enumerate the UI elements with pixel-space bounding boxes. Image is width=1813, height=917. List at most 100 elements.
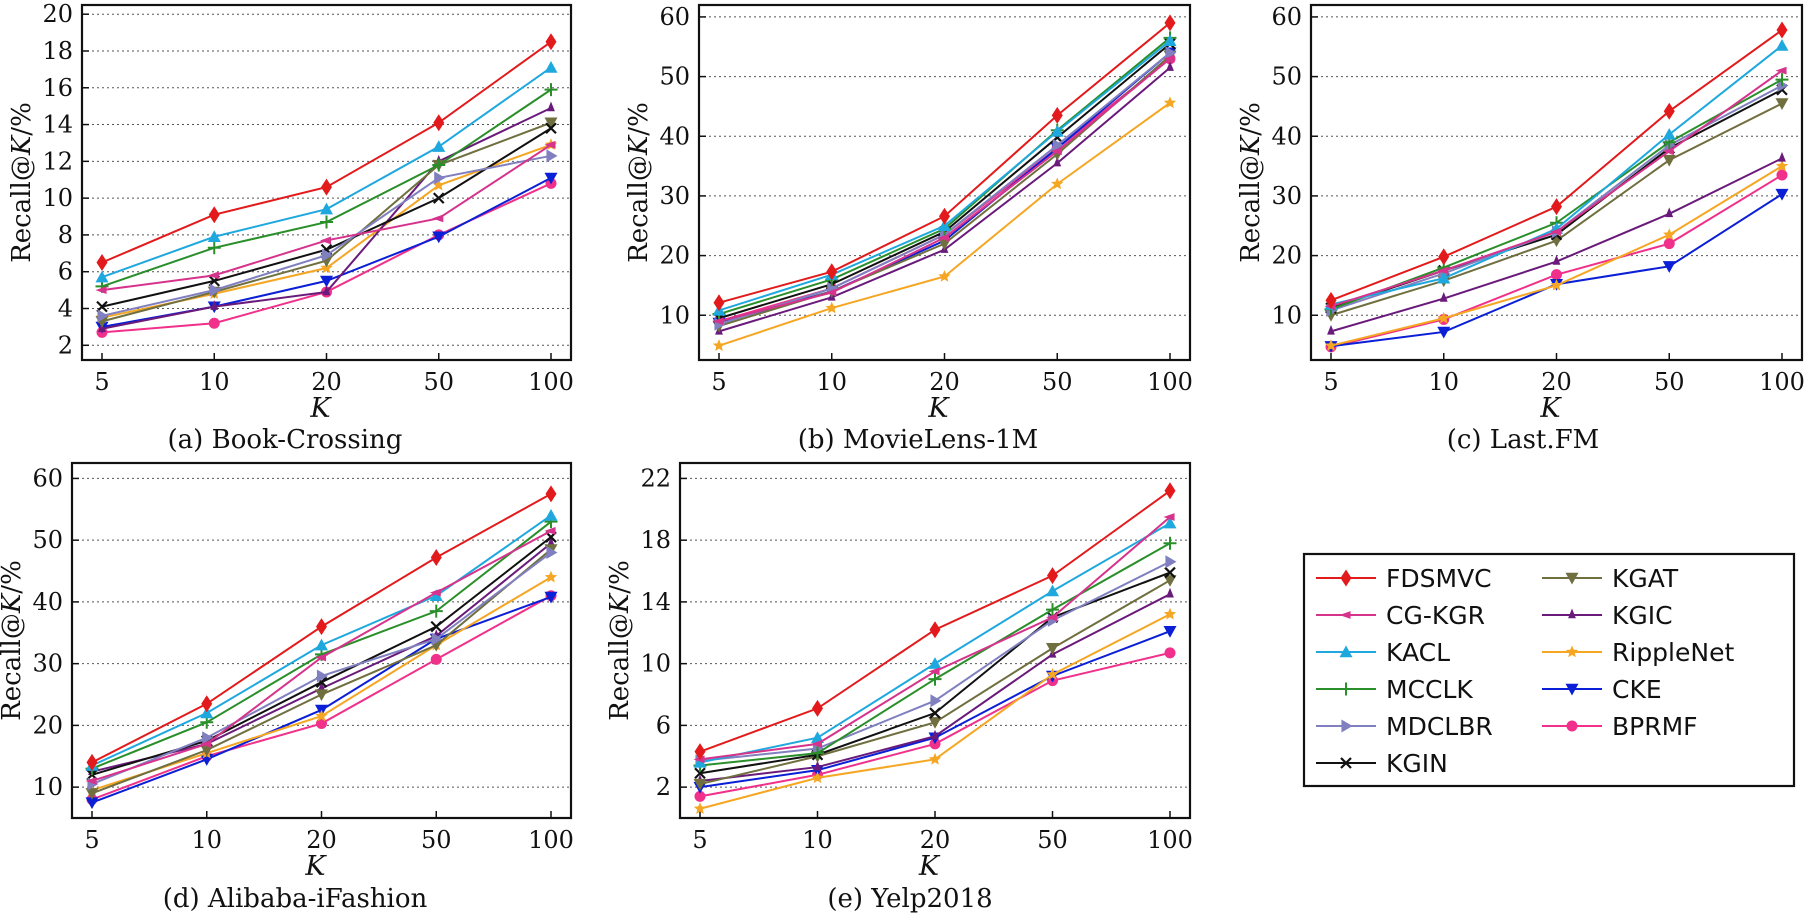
series-ripplenet <box>693 607 1177 814</box>
data-point <box>316 618 327 636</box>
x-tick-label: 5 <box>84 826 99 854</box>
legend-marker <box>1565 683 1579 696</box>
y-tick-label: 22 <box>640 464 671 492</box>
legend-item: CKE <box>1542 675 1662 704</box>
y-tick-label: 20 <box>659 242 690 270</box>
y-tick-label: 18 <box>42 37 73 65</box>
legend-item: FDSMVC <box>1316 564 1492 593</box>
data-point <box>1550 278 1563 291</box>
data-point <box>1776 21 1788 39</box>
legend-item: KGIC <box>1542 601 1673 630</box>
data-point <box>929 707 941 719</box>
data-point <box>929 621 941 639</box>
chart-caption: (b) MovieLens-1M <box>798 425 1039 455</box>
data-point <box>432 192 445 204</box>
data-point <box>200 740 212 748</box>
x-tick-label: 5 <box>94 368 109 396</box>
data-point <box>1046 667 1059 680</box>
y-tick-label: 18 <box>640 526 671 554</box>
legend-marker <box>1339 645 1353 658</box>
chart-panel: 2 6 10 14 18 22 5 10 20 50 100 K Recall@K/% (e) Yelp2… <box>605 461 1193 914</box>
data-point <box>1163 607 1177 620</box>
data-point <box>209 283 221 297</box>
data-point <box>1164 14 1176 32</box>
data-point <box>316 669 328 683</box>
y-tick-label: 16 <box>42 74 73 102</box>
data-point <box>1551 198 1562 216</box>
data-point <box>928 667 940 676</box>
data-point <box>1665 207 1674 218</box>
data-point <box>544 172 558 185</box>
series-cg-kgr <box>85 527 556 785</box>
data-point <box>544 570 558 583</box>
x-tick-label: 10 <box>191 826 222 854</box>
data-point <box>1775 66 1787 75</box>
data-point <box>1051 106 1063 124</box>
data-point <box>429 604 443 618</box>
series-line <box>91 551 552 785</box>
data-point <box>1775 98 1789 110</box>
series-ripplenet <box>1324 159 1789 351</box>
data-point <box>322 285 331 296</box>
data-point <box>1166 587 1174 598</box>
data-point <box>320 275 333 288</box>
data-point <box>432 140 446 152</box>
series-kacl <box>95 61 558 283</box>
data-point <box>200 706 214 719</box>
legend-item: KGAT <box>1542 564 1679 593</box>
legend-item: MCCLK <box>1316 675 1473 704</box>
data-point <box>1437 326 1451 339</box>
legend-marker <box>1339 611 1351 619</box>
data-point <box>812 699 823 717</box>
legend-item: MDCLBR <box>1316 712 1493 741</box>
series-line <box>101 40 552 264</box>
legend-item: CG-KGR <box>1316 601 1485 630</box>
y-axis-title: Recall@K/% <box>7 102 37 263</box>
x-tick-label: 5 <box>692 826 707 854</box>
data-point <box>208 317 220 329</box>
chart-panel: 10 20 30 40 50 60 5 10 20 50 100 K Recall@K/% (c) Las… <box>1236 3 1805 455</box>
data-point <box>825 288 837 297</box>
data-point <box>430 620 443 633</box>
series-kgic <box>1327 151 1786 335</box>
legend-label: KACL <box>1386 638 1450 667</box>
data-point <box>547 536 555 547</box>
data-point <box>811 731 824 743</box>
y-tick-label: 60 <box>659 3 690 31</box>
data-point <box>544 61 558 73</box>
legend-marker <box>1340 569 1352 587</box>
data-point <box>544 508 558 521</box>
x-tick-label: 50 <box>1037 826 1068 854</box>
data-point <box>1163 96 1177 109</box>
data-point <box>1775 39 1789 51</box>
data-point <box>693 778 707 791</box>
data-point <box>95 286 107 295</box>
series-fdsmvc <box>96 33 557 272</box>
data-point <box>1165 555 1177 569</box>
data-point <box>1052 138 1064 152</box>
x-tick-label: 100 <box>528 368 574 396</box>
data-point <box>928 672 942 686</box>
y-tick-label: 6 <box>656 711 671 739</box>
data-point <box>320 236 332 245</box>
series-fdsmvc <box>713 14 1176 312</box>
y-tick-label: 30 <box>1271 182 1302 210</box>
x-axis-title: K <box>918 851 941 882</box>
x-tick-label: 20 <box>920 826 951 854</box>
legend-marker <box>1339 682 1353 696</box>
series-cg-kgr <box>712 54 1175 326</box>
data-point <box>1662 261 1676 273</box>
data-point <box>317 681 326 692</box>
x-tick-label: 20 <box>1541 368 1572 396</box>
series-fdsmvc <box>86 485 557 771</box>
data-point <box>316 718 327 730</box>
series-fdsmvc <box>694 482 1176 761</box>
data-point <box>693 755 707 768</box>
y-tick-label: 8 <box>58 221 73 249</box>
y-tick-label: 50 <box>1271 63 1302 91</box>
data-point <box>315 689 328 702</box>
data-point <box>85 797 99 810</box>
data-point <box>1166 61 1174 71</box>
series-line <box>101 66 552 279</box>
